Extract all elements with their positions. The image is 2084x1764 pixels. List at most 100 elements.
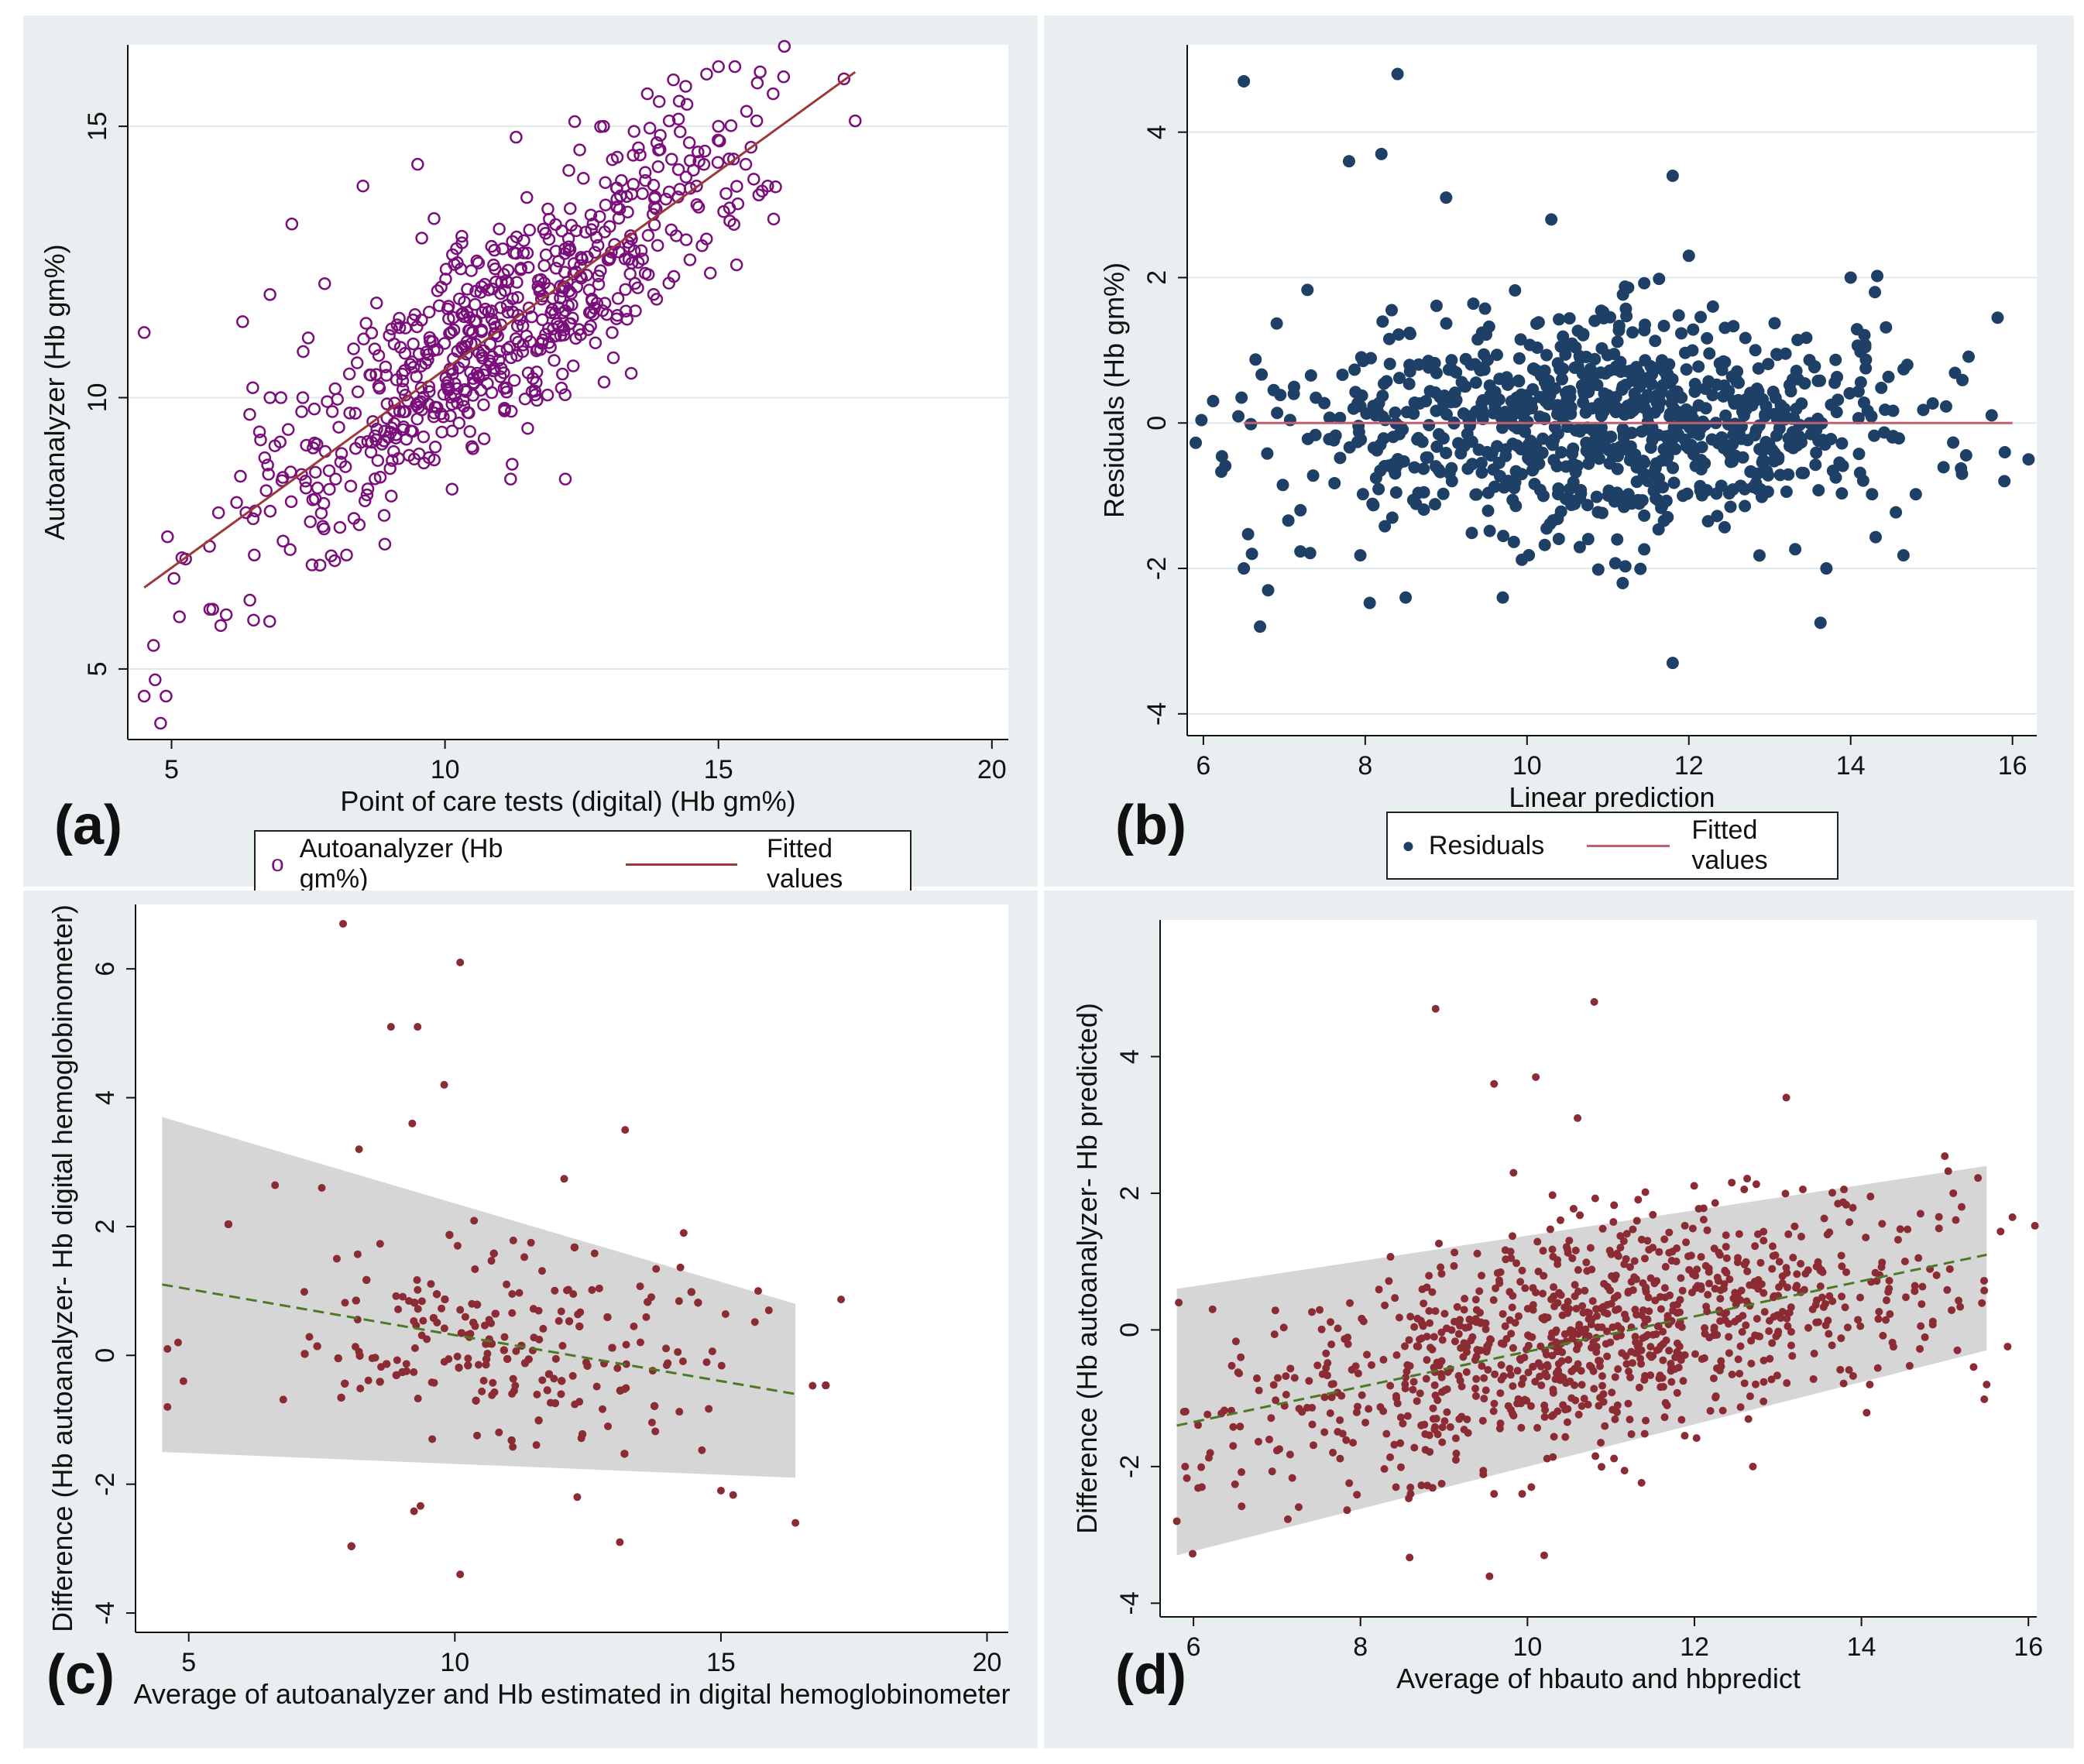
data-point-b-38 (1752, 362, 1765, 375)
data-point-b-566 (1739, 331, 1752, 345)
data-point-b-560 (1687, 323, 1700, 336)
data-point-a-508 (568, 257, 581, 270)
y-tick-label-c-2: 0 (91, 1348, 120, 1363)
data-point-c-103 (564, 1285, 572, 1294)
data-point-b-920 (1294, 503, 1307, 517)
data-point-d-358 (1629, 1359, 1637, 1368)
data-point-a-567 (325, 405, 339, 418)
data-point-b-769 (1195, 414, 1208, 427)
data-point-a-277 (442, 312, 455, 325)
data-point-a-470 (368, 342, 382, 355)
data-point-a-340 (457, 310, 471, 324)
data-point-b-552 (1725, 455, 1739, 468)
data-point-d-484 (1507, 1330, 1516, 1338)
data-point-a-402 (752, 188, 766, 201)
y-tick-label-c-1: -2 (91, 1473, 120, 1496)
data-point-b-324 (1611, 462, 1624, 475)
data-point-b-427 (1430, 440, 1444, 453)
data-point-d-710 (1706, 1406, 1715, 1415)
data-point-a-687 (739, 157, 753, 171)
data-point-c-20 (729, 1491, 737, 1499)
data-point-b-117 (1255, 368, 1269, 381)
data-point-a-438 (638, 266, 652, 280)
data-point-d-989 (1556, 1376, 1564, 1385)
data-point-b-623 (1724, 500, 1737, 513)
data-point-c-985 (544, 1370, 553, 1378)
data-point-a-232 (581, 250, 594, 263)
data-point-d-890 (1596, 1393, 1605, 1402)
data-point-d-965 (1635, 1340, 1643, 1348)
data-point-d-829 (1845, 1366, 1853, 1374)
data-point-d-695 (1646, 1274, 1655, 1282)
data-point-c-1010 (573, 1493, 582, 1501)
data-point-d-977 (1459, 1353, 1468, 1361)
data-point-b-763 (1869, 530, 1882, 544)
data-point-d-55 (1916, 1210, 1924, 1218)
data-point-a-635 (623, 240, 636, 253)
data-point-b-34 (1428, 498, 1441, 511)
data-point-b-464 (1318, 396, 1331, 410)
data-point-a-16 (393, 311, 406, 325)
data-point-a-291 (643, 122, 657, 135)
data-point-b-892 (1665, 389, 1678, 402)
data-point-d-690 (1750, 1278, 1759, 1286)
data-point-b-870 (1508, 482, 1521, 495)
data-point-d-386 (1885, 1285, 1893, 1293)
data-point-d-65 (1577, 1367, 1585, 1375)
data-point-a-90 (441, 302, 455, 316)
data-point-d-883 (1781, 1189, 1790, 1198)
data-point-d-925 (1814, 1318, 1822, 1326)
data-point-d-820 (1598, 1371, 1606, 1380)
data-point-b-289 (1348, 363, 1361, 376)
data-point-d-596 (1342, 1436, 1351, 1444)
data-point-d-920 (1465, 1315, 1474, 1323)
data-point-d-548 (1644, 1293, 1653, 1302)
data-point-a-618 (396, 367, 409, 381)
data-point-c-25 (708, 1347, 716, 1356)
data-point-d-819 (1346, 1299, 1354, 1307)
data-point-d-258 (1392, 1351, 1401, 1360)
data-point-d-664 (1878, 1258, 1887, 1267)
data-point-b-210 (1595, 341, 1608, 355)
data-point-d-785 (1588, 1265, 1596, 1274)
data-point-c-109 (702, 1358, 711, 1367)
data-point-d-954 (1463, 1343, 1471, 1351)
data-point-d-622 (1320, 1428, 1329, 1436)
data-point-a-566 (441, 383, 455, 397)
data-point-d-903 (1254, 1437, 1262, 1446)
data-point-c-129 (647, 1418, 656, 1426)
data-point-b-353 (1779, 347, 1792, 360)
y-tick-label-a-0: 5 (83, 661, 112, 676)
data-point-a-681 (728, 60, 742, 74)
data-point-b-508 (1380, 375, 1393, 388)
data-point-b-850 (1602, 444, 1615, 457)
data-point-d-831 (1626, 1263, 1634, 1272)
data-point-b-794 (1887, 430, 1900, 443)
data-point-d-802 (1418, 1285, 1427, 1294)
data-point-d-796 (1560, 1330, 1569, 1338)
data-point-d-717 (1303, 1403, 1311, 1412)
data-point-d-729 (1980, 1395, 1989, 1404)
data-point-a-29 (730, 258, 743, 272)
data-point-b-914 (1998, 475, 2011, 488)
data-point-d-700 (1518, 1490, 1526, 1498)
data-point-d-372 (1227, 1361, 1236, 1370)
y-tick-label-a-2: 15 (83, 112, 112, 141)
data-point-c-50 (474, 1361, 482, 1369)
data-point-b-426 (1727, 395, 1740, 408)
data-point-c-1018 (764, 1306, 773, 1315)
data-point-b-326 (1591, 563, 1605, 576)
data-point-b-94 (1711, 510, 1724, 523)
data-point-a-248 (557, 328, 571, 341)
x-axis-label-a: Point of care tests (digital) (Hb gm%) (340, 785, 795, 817)
data-point-b-367 (1638, 509, 1651, 522)
data-point-d-888 (1413, 1397, 1421, 1405)
data-point-d-193 (1935, 1224, 1943, 1233)
data-point-c-9 (392, 1292, 400, 1300)
data-point-d-380 (1721, 1316, 1729, 1324)
data-point-d-798 (1430, 1363, 1438, 1371)
data-point-c-988 (500, 1346, 508, 1354)
data-point-d-922 (1613, 1322, 1622, 1330)
data-point-b-734 (1476, 393, 1489, 407)
data-point-d-794 (1746, 1392, 1754, 1401)
